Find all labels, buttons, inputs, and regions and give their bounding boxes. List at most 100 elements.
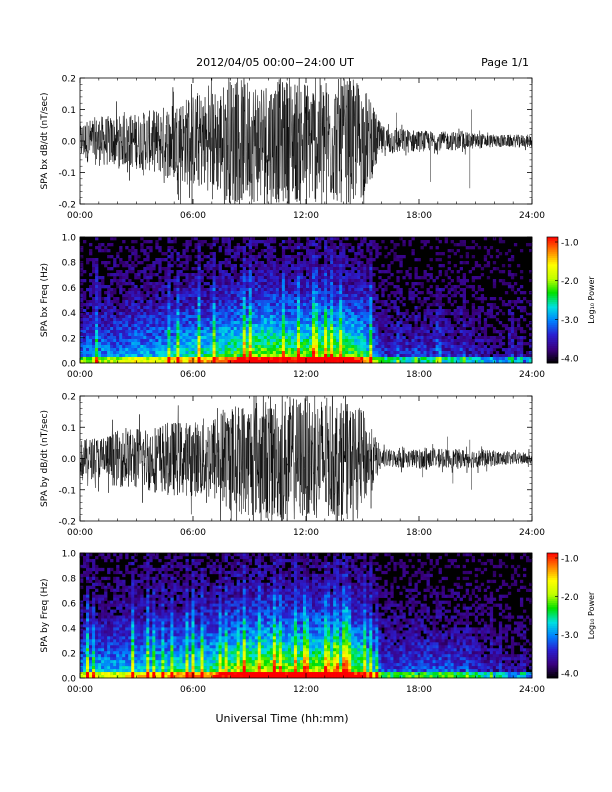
spectrogram-cell (315, 306, 319, 310)
spectrogram-cell (179, 261, 183, 265)
spectrogram-cell (206, 342, 210, 346)
spectrogram-cell (266, 249, 271, 253)
spectrogram-cell (299, 297, 304, 301)
spectrogram-cell (131, 309, 135, 313)
spectrogram-cell (110, 267, 114, 271)
spectrogram-cell (128, 264, 132, 268)
spectrogram-cell (80, 303, 84, 307)
spectrogram-cell (402, 297, 406, 301)
spectrogram-cell (333, 264, 337, 268)
spectrogram-cell (263, 243, 268, 247)
spectrogram-cell (396, 342, 400, 346)
spectrogram-cell (390, 240, 394, 244)
spectrogram-cell (155, 354, 159, 358)
spectrogram-cell (188, 303, 192, 307)
spectrogram-cell (393, 294, 397, 298)
spectrogram-cell (191, 348, 195, 352)
spectrogram-cell (474, 276, 479, 280)
spectrogram-cell (260, 270, 265, 274)
spectrogram-cell (110, 354, 114, 358)
spectrogram-cell (306, 333, 310, 337)
y-tick-label: 0.2 (62, 393, 76, 403)
spectrogram-cell (122, 345, 126, 349)
spectrogram-cell (315, 258, 319, 262)
spectrogram-cell (309, 333, 313, 337)
spectrogram-cell (179, 324, 183, 328)
spectrogram-cell (315, 264, 319, 268)
spectrogram-cell (324, 243, 328, 247)
spectrogram-cell (375, 246, 379, 250)
spectrogram-cell (110, 300, 114, 304)
spectrogram-cell (104, 327, 108, 331)
spectrogram-cell (149, 291, 153, 295)
spectrogram-cell (260, 312, 265, 316)
spectrogram-cell (309, 312, 313, 316)
spectrogram-cell (191, 351, 195, 355)
spectrogram-cell (393, 309, 397, 313)
spectrogram-cell (140, 357, 144, 361)
spectrogram-cell (399, 264, 403, 268)
spectrogram-cell (492, 279, 497, 283)
spectrogram-cell (239, 297, 244, 301)
spectrogram-cell (197, 276, 201, 280)
spectrogram-cell (411, 354, 415, 358)
spectrogram-cell (330, 297, 334, 301)
spectrogram-cell (290, 309, 295, 313)
spectrogram-cell (327, 291, 331, 295)
spectrogram-cell (363, 351, 367, 355)
spectrogram-cell (513, 303, 518, 307)
spectrogram-cell (309, 315, 313, 319)
spectrogram-cell (327, 333, 331, 337)
spectrogram-cell (110, 318, 114, 322)
spectrogram-cell (194, 243, 198, 247)
spectrogram-cell (402, 315, 406, 319)
spectrogram-cell (245, 297, 250, 301)
spectrogram-cell (492, 327, 497, 331)
spectrogram-cell (510, 330, 515, 334)
spectrogram-cell (480, 360, 485, 364)
spectrogram-cell (459, 279, 463, 283)
spectrogram-cell (182, 318, 186, 322)
spectrogram-cell (128, 345, 132, 349)
spectrogram-cell (218, 291, 222, 295)
spectrogram-cell (167, 348, 171, 352)
spectrogram-cell (414, 327, 418, 331)
spectrogram-cell (357, 291, 361, 295)
spectrogram-cell (474, 291, 479, 295)
spectrogram-cell (375, 249, 379, 253)
spectrogram-cell (155, 291, 159, 295)
spectrogram-cell (513, 357, 518, 361)
spectrogram-cell (299, 267, 304, 271)
spectrogram-cell (444, 312, 448, 316)
spectrogram-cell (384, 270, 388, 274)
spectrogram-cell (471, 342, 476, 346)
spectrogram-cell (146, 240, 150, 244)
spectrogram-cell (242, 270, 247, 274)
spectrogram-cell (215, 321, 219, 325)
spectrogram-cell (152, 321, 156, 325)
spectrogram-cell (242, 312, 247, 316)
spectrogram-cell (486, 276, 491, 280)
spectrogram-cell (236, 249, 240, 253)
spectrogram-cell (281, 354, 286, 358)
spectrogram-cell (504, 354, 509, 358)
spectrogram-cell (224, 354, 228, 358)
spectrogram-cell (360, 273, 364, 277)
spectrogram-cell (155, 243, 159, 247)
spectrogram-cell (324, 246, 328, 250)
spectrogram-cell (435, 309, 439, 313)
spectrogram-cell (315, 291, 319, 295)
spectrogram-cell (119, 261, 123, 265)
spectrogram-cell (86, 288, 90, 292)
spectrogram-cell (513, 330, 518, 334)
spectrogram-cell (312, 240, 316, 244)
spectrogram-cell (188, 297, 192, 301)
spectrogram-cell (125, 348, 129, 352)
spectrogram-cell (453, 252, 457, 256)
spectrogram-cell (423, 300, 427, 304)
spectrogram-cell (254, 243, 259, 247)
spectrogram-cell (414, 258, 418, 262)
spectrogram-cell (369, 285, 373, 289)
spectrogram-cell (408, 339, 412, 343)
spectrogram-cell (522, 336, 527, 340)
